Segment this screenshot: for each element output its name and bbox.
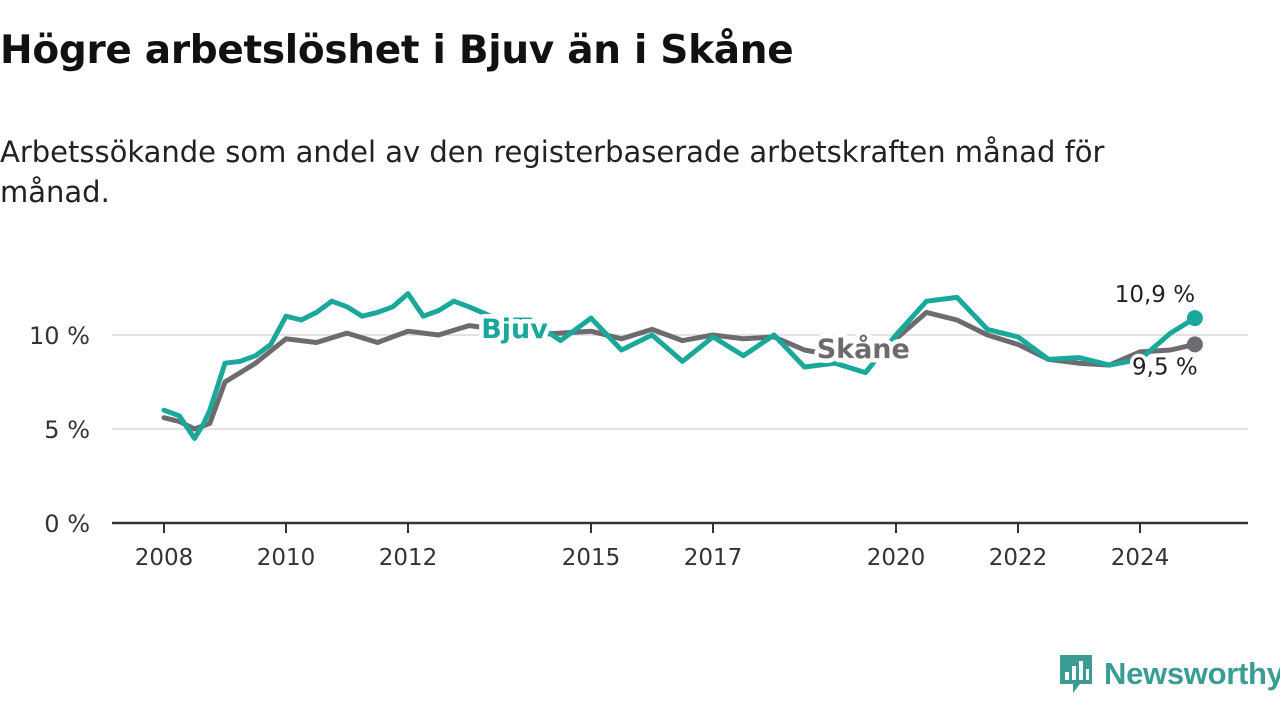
newsworthy-brand: Newsworthy xyxy=(1058,652,1280,696)
x-tick-label: 2020 xyxy=(867,545,926,571)
series-label-bjuv: Bjuv xyxy=(481,314,548,345)
x-tick-label: 2012 xyxy=(379,545,438,571)
x-tick-label: 2017 xyxy=(684,545,743,571)
brand-name: Newsworthy xyxy=(1104,656,1280,691)
end-dot-bjuv xyxy=(1186,310,1203,327)
series-line-skane xyxy=(161,309,1198,432)
end-label-bjuv: 10,9 % xyxy=(1115,282,1195,308)
chart-subtitle: Arbetssökande som andel av den registerb… xyxy=(0,135,1105,209)
y-tick-label: 0 % xyxy=(44,510,90,538)
x-tick-label: 2008 xyxy=(135,545,194,571)
chart-title: Högre arbetslöshet i Bjuv än i Skåne xyxy=(0,28,794,73)
newsworthy-logo-icon xyxy=(1060,655,1092,693)
x-tick-label: 2010 xyxy=(257,545,316,571)
x-tick-label: 2024 xyxy=(1111,545,1170,571)
x-tick-label: 2015 xyxy=(562,545,621,571)
x-tick-label: 2022 xyxy=(989,545,1048,571)
y-tick-label: 5 % xyxy=(44,416,90,444)
series-label-skane: Skåne xyxy=(817,333,910,365)
end-label-skane: 9,5 % xyxy=(1132,354,1198,380)
series-line-bjuv xyxy=(161,291,1198,441)
y-tick-label: 10 % xyxy=(29,322,90,350)
end-dot-skane xyxy=(1186,336,1203,353)
